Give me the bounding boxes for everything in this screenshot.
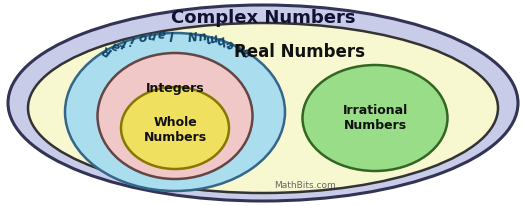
Text: m: m xyxy=(204,30,219,45)
Text: Complex Numbers: Complex Numbers xyxy=(171,9,355,27)
Text: Irrational
Numbers: Irrational Numbers xyxy=(342,104,408,132)
Ellipse shape xyxy=(28,23,498,193)
Text: Real Numbers: Real Numbers xyxy=(235,43,366,61)
Ellipse shape xyxy=(121,87,229,169)
Text: Whole
Numbers: Whole Numbers xyxy=(144,116,207,144)
Text: o: o xyxy=(137,29,148,44)
Ellipse shape xyxy=(8,5,518,201)
Text: u: u xyxy=(196,28,207,42)
Text: b: b xyxy=(215,33,226,48)
Text: n: n xyxy=(147,28,157,42)
Text: e: e xyxy=(223,36,236,51)
Text: r: r xyxy=(232,40,243,54)
Text: a: a xyxy=(109,38,122,53)
Text: R: R xyxy=(100,42,114,58)
Text: l: l xyxy=(170,27,174,40)
Ellipse shape xyxy=(302,65,448,171)
Text: t: t xyxy=(119,35,129,49)
Text: s: s xyxy=(239,44,252,59)
Ellipse shape xyxy=(97,53,252,179)
Ellipse shape xyxy=(65,33,285,191)
Text: a: a xyxy=(157,27,166,40)
Text: Integers: Integers xyxy=(146,82,204,95)
Text: N: N xyxy=(186,27,197,41)
Text: MathBits.com: MathBits.com xyxy=(274,180,336,190)
Text: i: i xyxy=(129,32,137,46)
